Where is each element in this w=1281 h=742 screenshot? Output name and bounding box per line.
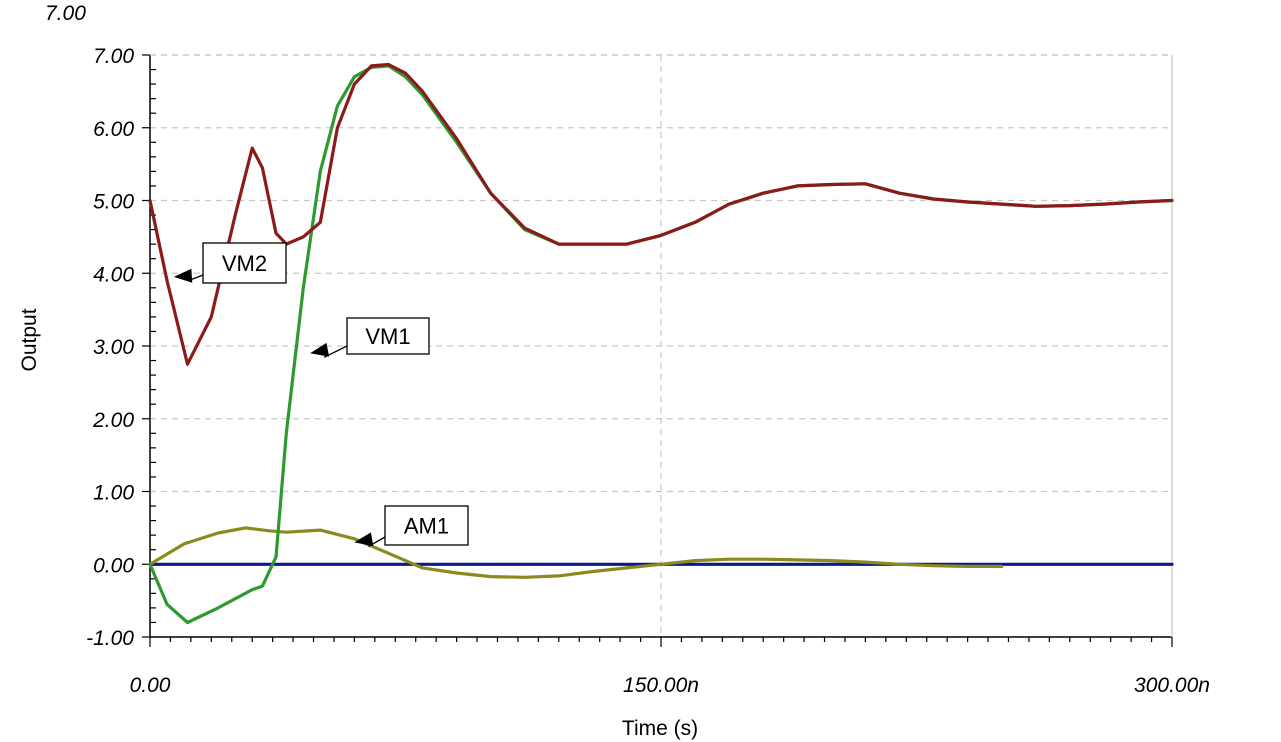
x-tick-label: 0.00 [130,674,171,697]
grid [150,54,1172,637]
y-tick-label: 0.00 [93,554,134,577]
y-tick-label: 1.00 [93,482,134,505]
y-tick-label: 4.00 [93,263,134,286]
y-tick-label: 2.00 [92,409,134,432]
callout-arrowhead [310,342,330,357]
y-axis-title: Output [18,308,41,371]
series-line-am1 [148,526,1004,579]
y-tick-label: 3.00 [93,336,134,359]
callout-box [384,505,469,546]
y-tick-label-top-partial: 7.00 [45,2,86,25]
callout-box [346,317,430,355]
callout-arrowhead [173,268,193,283]
axis-ticks [142,54,1173,647]
series-lines [148,62,1174,625]
tick-labels: -1.00 0.00 1.00 2.00 3.00 4.00 5.00 6.00 7.00 0.0… [86,45,1210,697]
series-line-vm2 [148,62,1174,366]
callout-arrowhead [354,532,374,547]
y-tick-label: -1.00 [86,627,134,650]
y-tick-label: 6.00 [93,118,134,141]
y-tick-label: 7.00 [93,45,134,68]
callout-label-vm1: VM1 [365,324,410,349]
x-tick-label: 150.00n [623,674,699,697]
y-tick-label: 5.00 [93,191,134,214]
callout-box [202,242,287,284]
x-axis-title: Time (s) [622,717,698,740]
callout-label-vm2: VM2 [222,251,267,276]
callout-label-am1: AM1 [404,514,449,539]
x-tick-label: 300.00n [1134,674,1210,697]
series-callouts: VM2 VM1 AM1 [173,242,469,547]
